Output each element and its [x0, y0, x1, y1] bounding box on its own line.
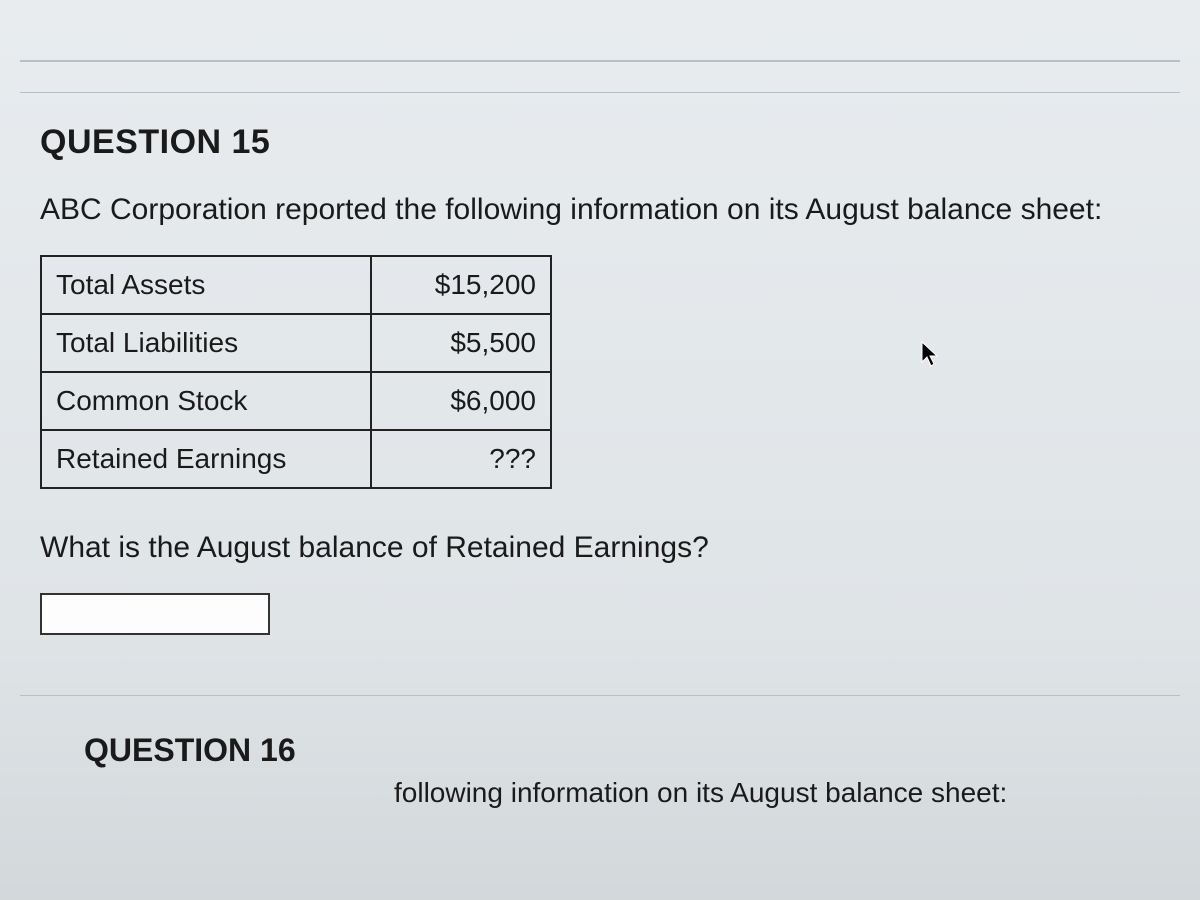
- table-row: Total Liabilities $5,500: [41, 314, 551, 372]
- table-row: Retained Earnings ???: [41, 430, 551, 488]
- quiz-screen: QUESTION 15 ABC Corporation reported the…: [0, 0, 1200, 900]
- question-15-intro: ABC Corporation reported the following i…: [40, 190, 1170, 231]
- top-divider: [20, 60, 1180, 62]
- question-16-heading: QUESTION 16: [84, 732, 1170, 769]
- question-15-card: QUESTION 15 ABC Corporation reported the…: [20, 92, 1180, 675]
- balance-sheet-table: Total Assets $15,200 Total Liabilities $…: [40, 255, 552, 489]
- row-value: $5,500: [371, 314, 551, 372]
- row-value: $15,200: [371, 256, 551, 314]
- table-row: Common Stock $6,000: [41, 372, 551, 430]
- table-row: Total Assets $15,200: [41, 256, 551, 314]
- row-label: Total Liabilities: [41, 314, 371, 372]
- row-label: Total Assets: [41, 256, 371, 314]
- row-label: Retained Earnings: [41, 430, 371, 488]
- row-label: Common Stock: [41, 372, 371, 430]
- question-15-heading: QUESTION 15: [40, 123, 1170, 162]
- row-value: ???: [371, 430, 551, 488]
- question-16-card: QUESTION 16 following information on its…: [20, 695, 1180, 809]
- row-value: $6,000: [371, 372, 551, 430]
- answer-input[interactable]: [40, 593, 270, 635]
- question-15-prompt: What is the August balance of Retained E…: [40, 531, 1170, 565]
- question-16-cutoff-text: following information on its August bala…: [394, 777, 1170, 809]
